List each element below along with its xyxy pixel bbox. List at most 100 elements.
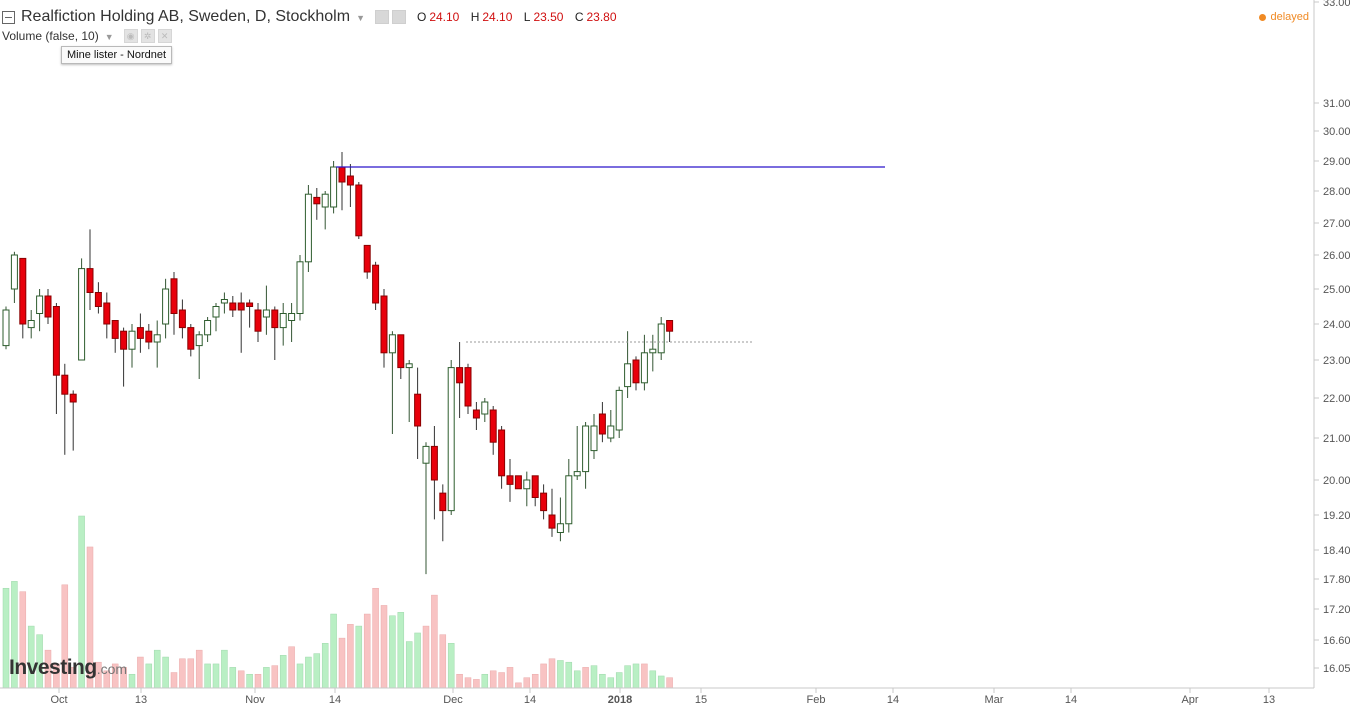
volume-bar — [237, 670, 245, 689]
volume-bar — [515, 682, 522, 689]
ohlc-open-key: O — [416, 10, 427, 24]
candle-body — [44, 295, 52, 318]
candle — [380, 289, 388, 368]
volume-bar — [263, 667, 270, 689]
volume-bar — [397, 612, 405, 689]
candle — [36, 289, 44, 332]
ohlc-open-value: 24.10 — [429, 10, 460, 24]
volume-bar — [481, 673, 489, 689]
candle — [481, 398, 489, 422]
candle-body — [632, 359, 640, 384]
ohlc-close-key: C — [574, 10, 584, 24]
y-tick-label: 21.00 — [1323, 433, 1350, 445]
candle — [355, 182, 363, 239]
volume-bar — [347, 624, 354, 689]
volume-bar — [254, 673, 262, 689]
x-tick-label: Apr — [1181, 694, 1198, 705]
candle-body — [598, 413, 606, 435]
volume-bar — [305, 656, 312, 689]
candle — [615, 386, 623, 438]
gear-icon[interactable]: ✲ — [140, 29, 155, 43]
candle-body — [548, 514, 556, 529]
volume-bar — [473, 679, 480, 689]
candle — [372, 261, 380, 310]
volume-bar — [313, 653, 321, 689]
y-tick-label: 30.00 — [1323, 126, 1350, 138]
volume-bar — [422, 625, 430, 689]
candle-body — [204, 320, 212, 336]
y-tick-label: 16.05 — [1323, 663, 1350, 675]
candle-body — [27, 320, 35, 329]
y-tick-label: 25.00 — [1323, 284, 1350, 296]
volume-bar — [548, 658, 556, 689]
candle-body — [246, 302, 254, 307]
candle — [447, 360, 455, 515]
ohlc-close-value: 23.80 — [586, 10, 617, 24]
candle-body — [397, 334, 405, 369]
y-tick-label: 17.20 — [1323, 604, 1350, 616]
candle-body — [94, 292, 102, 307]
collapse-icon[interactable] — [2, 10, 15, 24]
y-tick-label: 31.00 — [1323, 98, 1350, 110]
drawn-lines[interactable] — [336, 166, 885, 343]
y-tick-label: 27.00 — [1323, 218, 1350, 230]
candle-body — [666, 320, 674, 332]
candle — [582, 422, 590, 489]
ohlc-low-value: 23.50 — [533, 10, 564, 24]
candle-body — [330, 166, 338, 208]
volume-indicator-label: Volume (false, 10) — [2, 29, 99, 43]
candle — [624, 331, 632, 398]
candle-body — [288, 313, 296, 321]
candle — [489, 406, 497, 455]
x-tick-label: Dec — [443, 694, 463, 705]
volume-bar — [531, 673, 539, 689]
close-icon[interactable] — [391, 10, 406, 24]
candle-body — [10, 254, 18, 290]
volume-bar — [523, 677, 531, 689]
candle — [10, 251, 18, 303]
candle-body — [540, 492, 548, 512]
candle — [61, 363, 69, 455]
volume-bar — [271, 665, 279, 689]
candle-body — [178, 309, 186, 329]
volume-bar — [464, 677, 472, 689]
candle — [506, 459, 514, 502]
candle — [388, 331, 396, 434]
volume-bar — [607, 677, 615, 689]
x-tick-label: 13 — [135, 694, 147, 705]
volume-indicator-row: Volume (false, 10) ▼ ◉ ✲ ✕ — [2, 29, 175, 43]
candle — [590, 414, 598, 459]
candle — [229, 296, 237, 317]
candle — [439, 484, 447, 542]
chart-header: Realfiction Holding AB, Sweden, D, Stock… — [2, 6, 625, 28]
candle — [187, 324, 195, 357]
eye-icon[interactable]: ◉ — [123, 29, 138, 43]
volume-bars — [2, 515, 673, 689]
candle-body — [103, 302, 111, 325]
candle-body — [52, 306, 60, 376]
candle-body — [380, 295, 388, 354]
volume-bar — [330, 613, 337, 689]
candle — [523, 471, 531, 507]
settings-icon[interactable] — [374, 10, 389, 24]
candle — [111, 320, 119, 353]
chevron-down-icon[interactable]: ▼ — [356, 13, 365, 23]
volume-bar — [615, 672, 623, 689]
candle-body — [405, 363, 413, 369]
candle-body — [195, 334, 203, 347]
candle — [162, 278, 170, 339]
volume-bar — [666, 677, 673, 689]
remove-icon[interactable]: ✕ — [157, 29, 172, 43]
candle — [498, 426, 506, 489]
candle-body — [120, 330, 128, 350]
volume-bar — [338, 637, 346, 689]
volume-bar — [246, 673, 253, 689]
volume-bar — [624, 665, 631, 689]
volume-chevron-down-icon[interactable]: ▼ — [104, 31, 114, 42]
candle-body — [447, 367, 455, 512]
candle-body — [346, 175, 354, 186]
candle — [598, 402, 606, 443]
candle — [212, 303, 220, 332]
volume-bar — [405, 641, 413, 689]
